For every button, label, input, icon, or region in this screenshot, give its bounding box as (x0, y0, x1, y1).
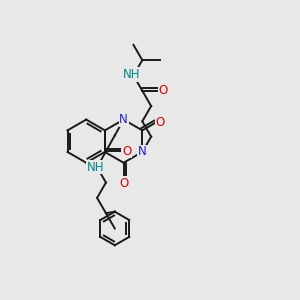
Text: NH: NH (86, 161, 104, 174)
Text: O: O (155, 116, 164, 129)
Text: O: O (158, 84, 167, 97)
Text: N: N (138, 146, 147, 158)
Text: N: N (119, 113, 128, 126)
Text: NH: NH (123, 68, 140, 81)
Text: O: O (119, 177, 128, 190)
Text: O: O (122, 145, 131, 158)
